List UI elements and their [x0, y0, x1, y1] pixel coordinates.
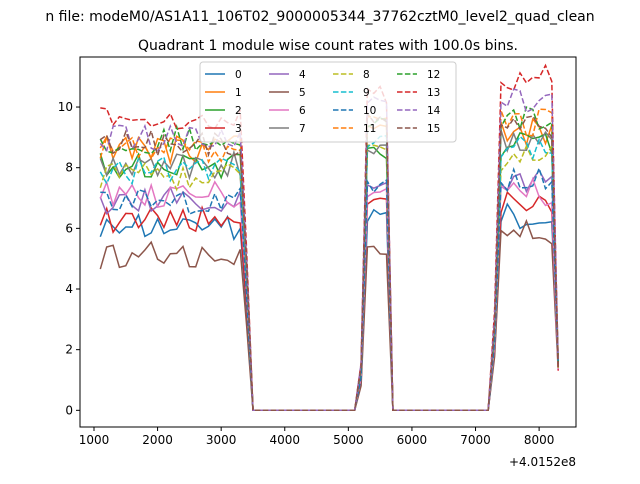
legend-label-3: 3 — [235, 123, 242, 135]
legend-label-4: 4 — [299, 69, 306, 81]
series-line-9 — [99, 134, 559, 412]
legend-label-10: 10 — [363, 105, 376, 117]
figure-suptitle: n file: modeM0/AS1A11_106T02_9000005344_… — [45, 9, 594, 25]
y-axis-ticks: 0 2 4 6 8 10 — [58, 100, 80, 417]
legend-label-5: 5 — [299, 87, 306, 99]
legend-label-0: 0 — [235, 69, 242, 81]
legend-label-12: 12 — [427, 69, 440, 81]
x-tick-label: 6000 — [397, 433, 428, 447]
legend-label-6: 6 — [299, 105, 306, 117]
legend-label-15: 15 — [427, 123, 440, 135]
x-tick-label: 2000 — [142, 433, 173, 447]
legend-label-13: 13 — [427, 87, 440, 99]
y-tick-label: 2 — [65, 343, 73, 357]
series-line-10 — [100, 166, 559, 412]
axes-frame — [79, 56, 577, 428]
chart-title: Quadrant 1 module wise count rates with … — [138, 38, 518, 54]
legend-label-2: 2 — [235, 105, 242, 117]
series-line-15 — [99, 111, 559, 412]
series-line-4 — [99, 168, 559, 412]
series-line-12 — [99, 106, 559, 412]
legend-label-8: 8 — [363, 69, 370, 81]
x-axis-offset-label: +4.0152e8 — [509, 455, 576, 469]
y-tick-label: 6 — [65, 221, 73, 235]
y-tick-label: 10 — [58, 100, 73, 114]
y-tick-label: 0 — [65, 403, 73, 417]
series-line-1 — [99, 117, 559, 412]
x-axis-ticks: 1000 2000 3000 4000 5000 6000 7000 8000 — [79, 427, 555, 447]
y-tick-label: 4 — [65, 282, 73, 296]
legend-label-14: 14 — [427, 105, 441, 117]
legend-label-9: 9 — [363, 87, 370, 99]
series-line-3 — [99, 190, 559, 412]
series-line-11 — [99, 108, 559, 412]
x-tick-label: 1000 — [79, 433, 110, 447]
x-tick-label: 3000 — [206, 433, 237, 447]
series-line-8 — [99, 143, 559, 412]
legend-label-7: 7 — [299, 123, 306, 135]
plot-lines — [99, 63, 559, 412]
x-tick-label: 7000 — [460, 433, 491, 447]
legend-label-11: 11 — [363, 123, 376, 135]
legend-box — [199, 61, 457, 143]
y-tick-label: 8 — [65, 161, 73, 175]
x-tick-label: 8000 — [524, 433, 555, 447]
legend-label-1: 1 — [235, 87, 242, 99]
x-tick-label: 5000 — [333, 433, 364, 447]
x-tick-label: 4000 — [269, 433, 300, 447]
